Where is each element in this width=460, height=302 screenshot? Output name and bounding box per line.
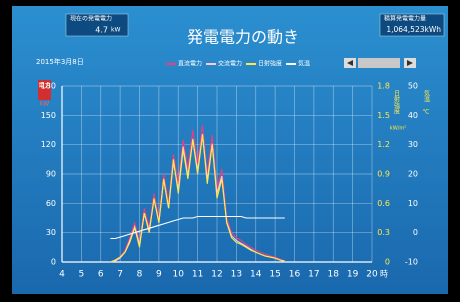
x-tick-label: 11 [192,270,203,280]
y-tick-label: 60 [46,199,56,208]
y-tick-label: 120 [41,140,56,149]
total-energy-value: 1,064,523kWh [386,25,441,34]
y3-tick-label: 40 [408,111,418,120]
x-tick-label: 15 [269,270,280,280]
y3-tick-label: 0 [413,228,418,237]
y3-tick-label: 50 [408,82,418,91]
chart-title: 発電電力の動き [187,28,299,47]
y3-tick-label: 10 [408,199,418,208]
screen [12,6,448,294]
date-select[interactable] [358,58,400,68]
x-tick-label: 20 [366,270,378,280]
y-tick-label: 0 [51,258,56,267]
y-tick-label: 90 [46,170,56,179]
x-unit: 時 [380,270,388,279]
y3-unit: ℃ [423,109,430,116]
x-tick-label: 17 [308,270,319,280]
current-power-value: 4.7 [95,26,108,35]
y3-tick-label: 30 [408,140,418,149]
y2-unit: kW/m² [390,126,406,132]
x-tick-label: 7 [117,270,123,280]
y2-tick-label: 1.8 [377,82,390,91]
y3-tick-label: 20 [408,170,418,179]
y-tick-label: 150 [41,111,56,120]
chart: 現在の発電電力 4.7 kW 発電電力の動き 積算発電電力量 1,064,523… [0,0,460,302]
x-tick-label: 14 [250,270,262,280]
x-tick-label: 13 [231,270,242,280]
y2-tick-label: 0.3 [377,228,390,237]
legend-label: 直流電力 [178,60,202,68]
legend-label: 気温 [298,60,310,68]
current-power-unit: kW [111,27,120,34]
x-tick-label: 18 [328,270,340,280]
date: 2015年3月8日 [36,57,84,66]
x-tick-label: 12 [211,270,222,280]
legend-label: 交流電力 [218,60,242,68]
y-tick-label: 180 [41,82,56,91]
x-tick-label: 16 [289,270,301,280]
x-tick-label: 6 [98,270,104,280]
y3-label: 気温 [423,89,430,103]
y-unit: kW [40,101,49,108]
x-tick-label: 19 [347,270,359,280]
y2-tick-label: 0.9 [377,170,390,179]
x-tick-label: 10 [173,270,185,280]
total-energy-label: 積算発電電力量 [384,15,426,23]
y2-tick-label: 0.6 [377,199,390,208]
y2-label: 日射強度 [393,90,400,115]
y3-tick-label: -10 [405,258,418,267]
y-tick-label: 30 [46,228,56,237]
x-tick-label: 4 [59,270,65,280]
current-power-label: 現在の発電電力 [70,15,112,23]
x-tick-label: 9 [156,270,162,280]
x-tick-label: 8 [137,270,143,280]
y2-tick-label: 1.2 [377,140,390,149]
y2-tick-label: 1.5 [377,111,390,120]
legend-label: 日射強度 [258,60,282,68]
y2-tick-label: 0 [385,258,390,267]
x-tick-label: 5 [79,270,85,280]
